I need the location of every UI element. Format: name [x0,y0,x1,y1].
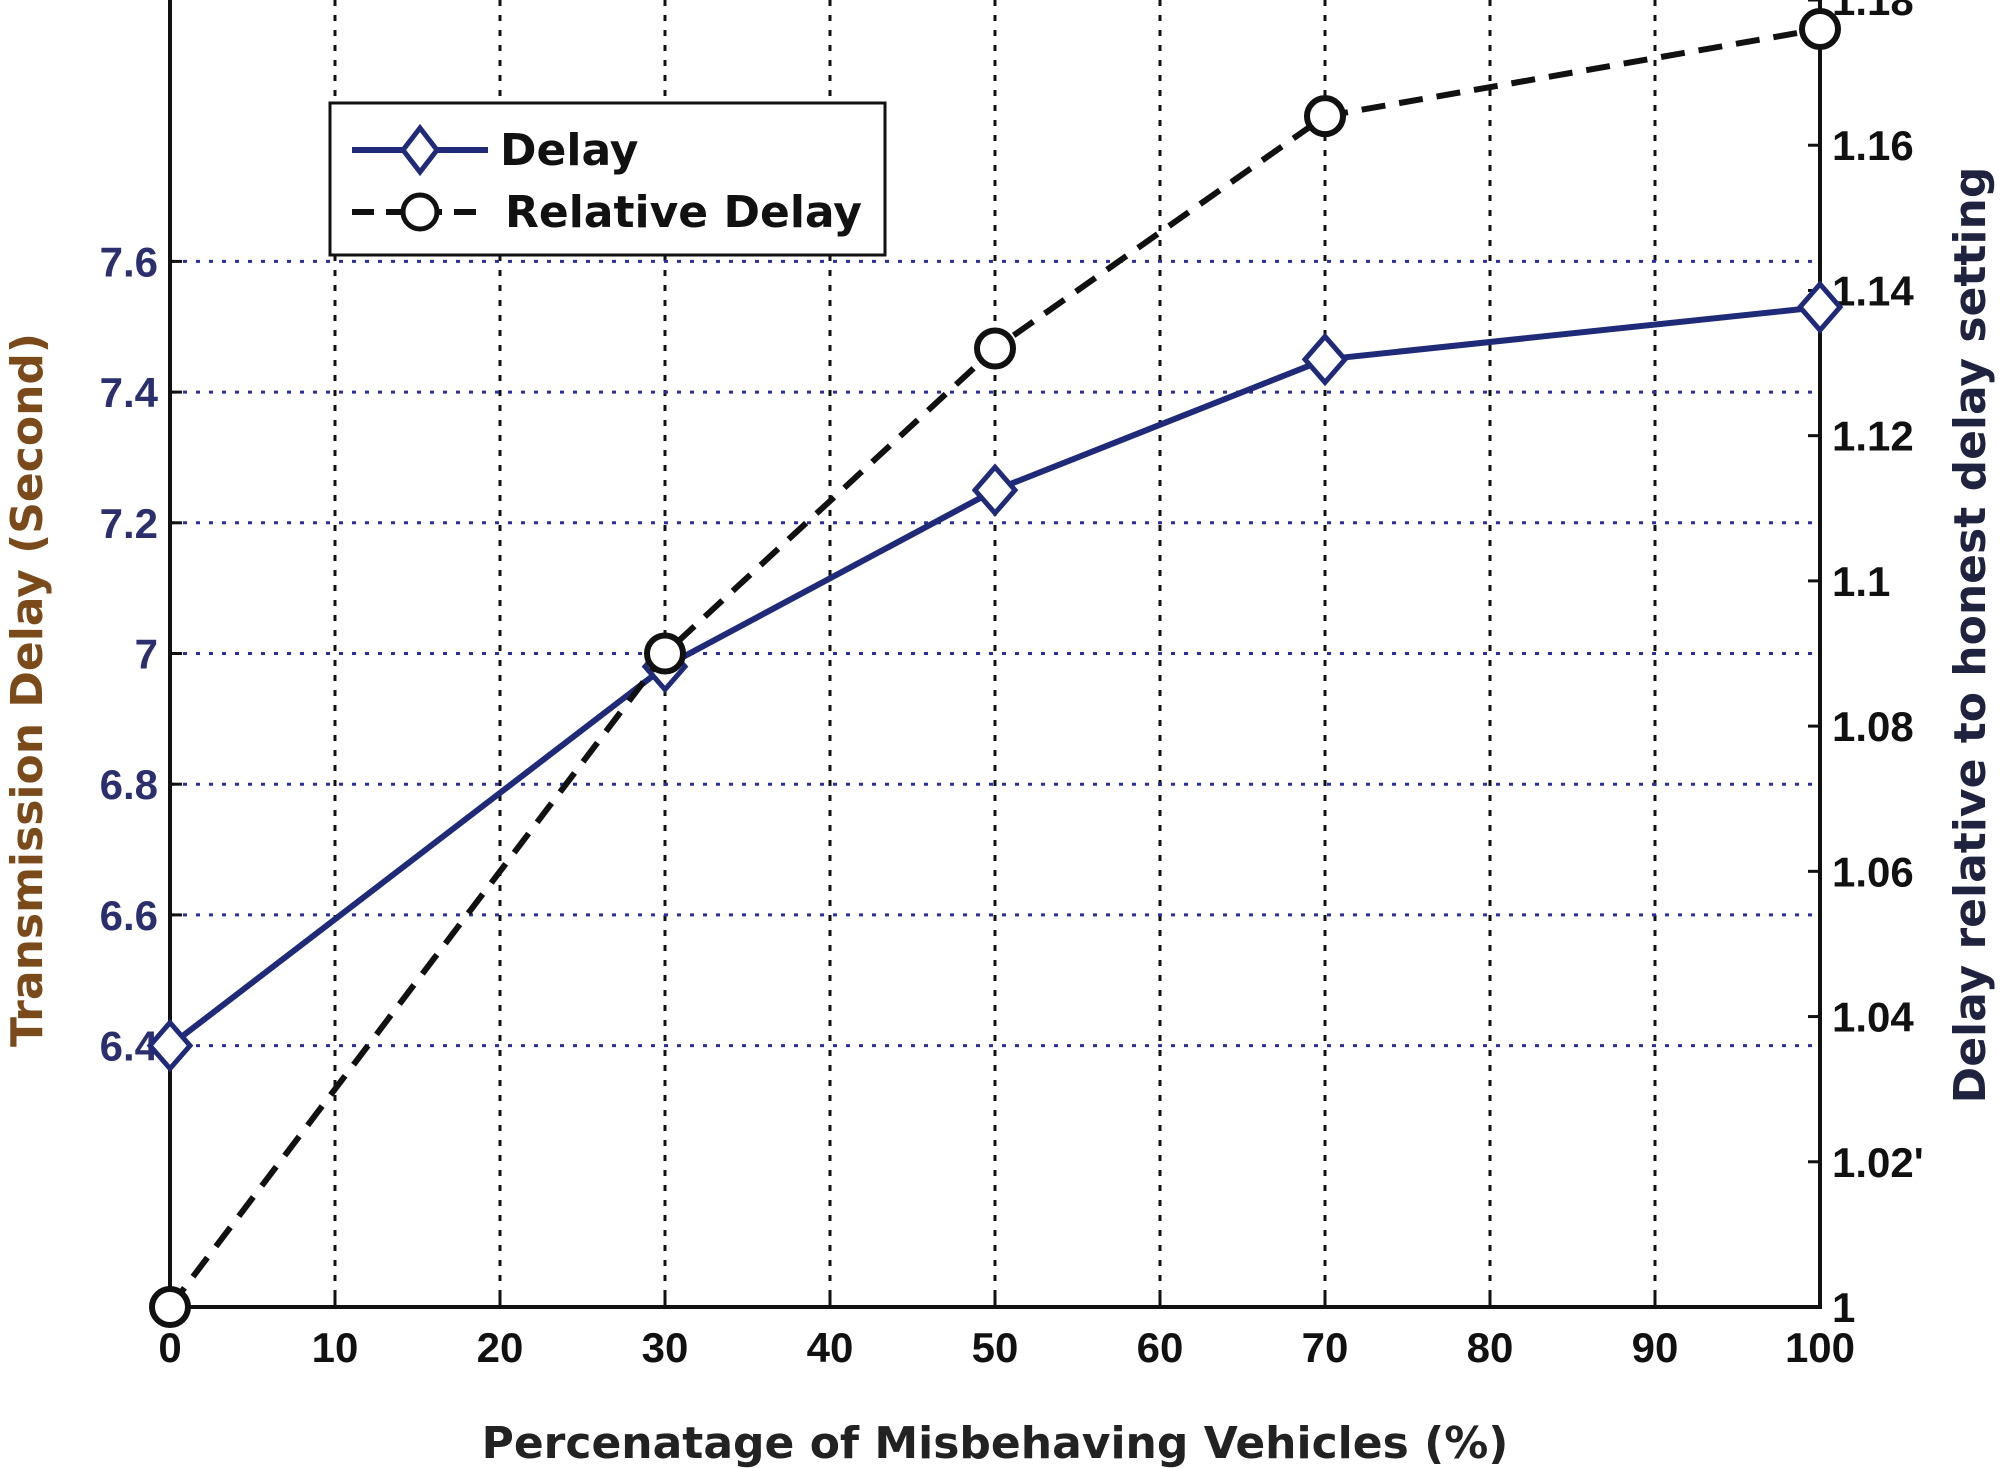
left-y-tick-label: 7.6 [100,238,158,285]
x-tick-label: 100 [1785,1324,1855,1371]
data-point-delay [146,1018,194,1073]
x-tick-label: 90 [1632,1324,1679,1371]
right-y-tick-label: 1.04 [1832,994,1914,1041]
right-y-tick-label: 1.16 [1832,122,1914,169]
axis-ticks: 0 10 20 30 40 50 60 70 80 90 1006.46.66.877.27.47.… [100,0,1924,1371]
x-tick-label: 0 [158,1324,181,1371]
x-tick-label: 70 [1302,1324,1349,1371]
legend: Delay Relative Delay [328,101,887,257]
data-point-relative-delay [974,327,1016,370]
legend-diamond-icon [399,123,441,177]
legend-delay-label: Delay [500,125,638,176]
left-y-tick-label: 6.6 [100,892,158,939]
data-point-relative-delay [1304,95,1346,138]
data-point-relative-delay [644,632,686,675]
right-y-tick-label: 1.08 [1832,703,1914,750]
right-y-tick-label: 1.06 [1832,848,1914,895]
x-tick-label: 80 [1467,1324,1514,1371]
x-tick-label: 50 [972,1324,1019,1371]
right-y-tick-label: 1.1 [1832,558,1890,605]
right-y-tick-label: 1.14 [1832,267,1914,314]
left-y-tick-label: 7.4 [100,369,159,416]
right-y-tick-label: 1.02' [1832,1139,1924,1186]
series-layer [146,8,1844,1328]
legend-circle-icon [400,192,440,232]
right-y-tick-label: 1.18 [1832,0,1914,24]
left-y-tick-label: 6.8 [100,761,158,808]
legend-relative-delay-label: Relative Delay [505,187,862,238]
data-point-delay [1301,332,1349,387]
x-tick-label: 10 [312,1324,359,1371]
x-tick-label: 30 [642,1324,689,1371]
data-point-relative-delay [1799,8,1841,51]
x-axis-title: Percenatage of Misbehaving Vehicles (%) [482,1418,1509,1468]
x-tick-label: 20 [477,1324,524,1371]
right-y-tick-label: 1.12 [1832,413,1914,460]
data-point-relative-delay [149,1286,191,1328]
left-y-axis-title: Transmission Delay (Second) [2,333,53,1047]
x-tick-label: 60 [1137,1324,1184,1371]
data-point-delay [1796,280,1844,334]
x-tick-label: 40 [807,1324,854,1371]
grid-lines [170,0,1820,1307]
data-point-delay [971,463,1019,517]
left-y-tick-label: 7 [135,631,158,678]
right-y-axis-title: Delay relative to honest delay setting [1945,167,1996,1104]
right-y-tick-label: 1 [1832,1284,1855,1331]
left-y-tick-label: 7.2 [100,500,158,547]
